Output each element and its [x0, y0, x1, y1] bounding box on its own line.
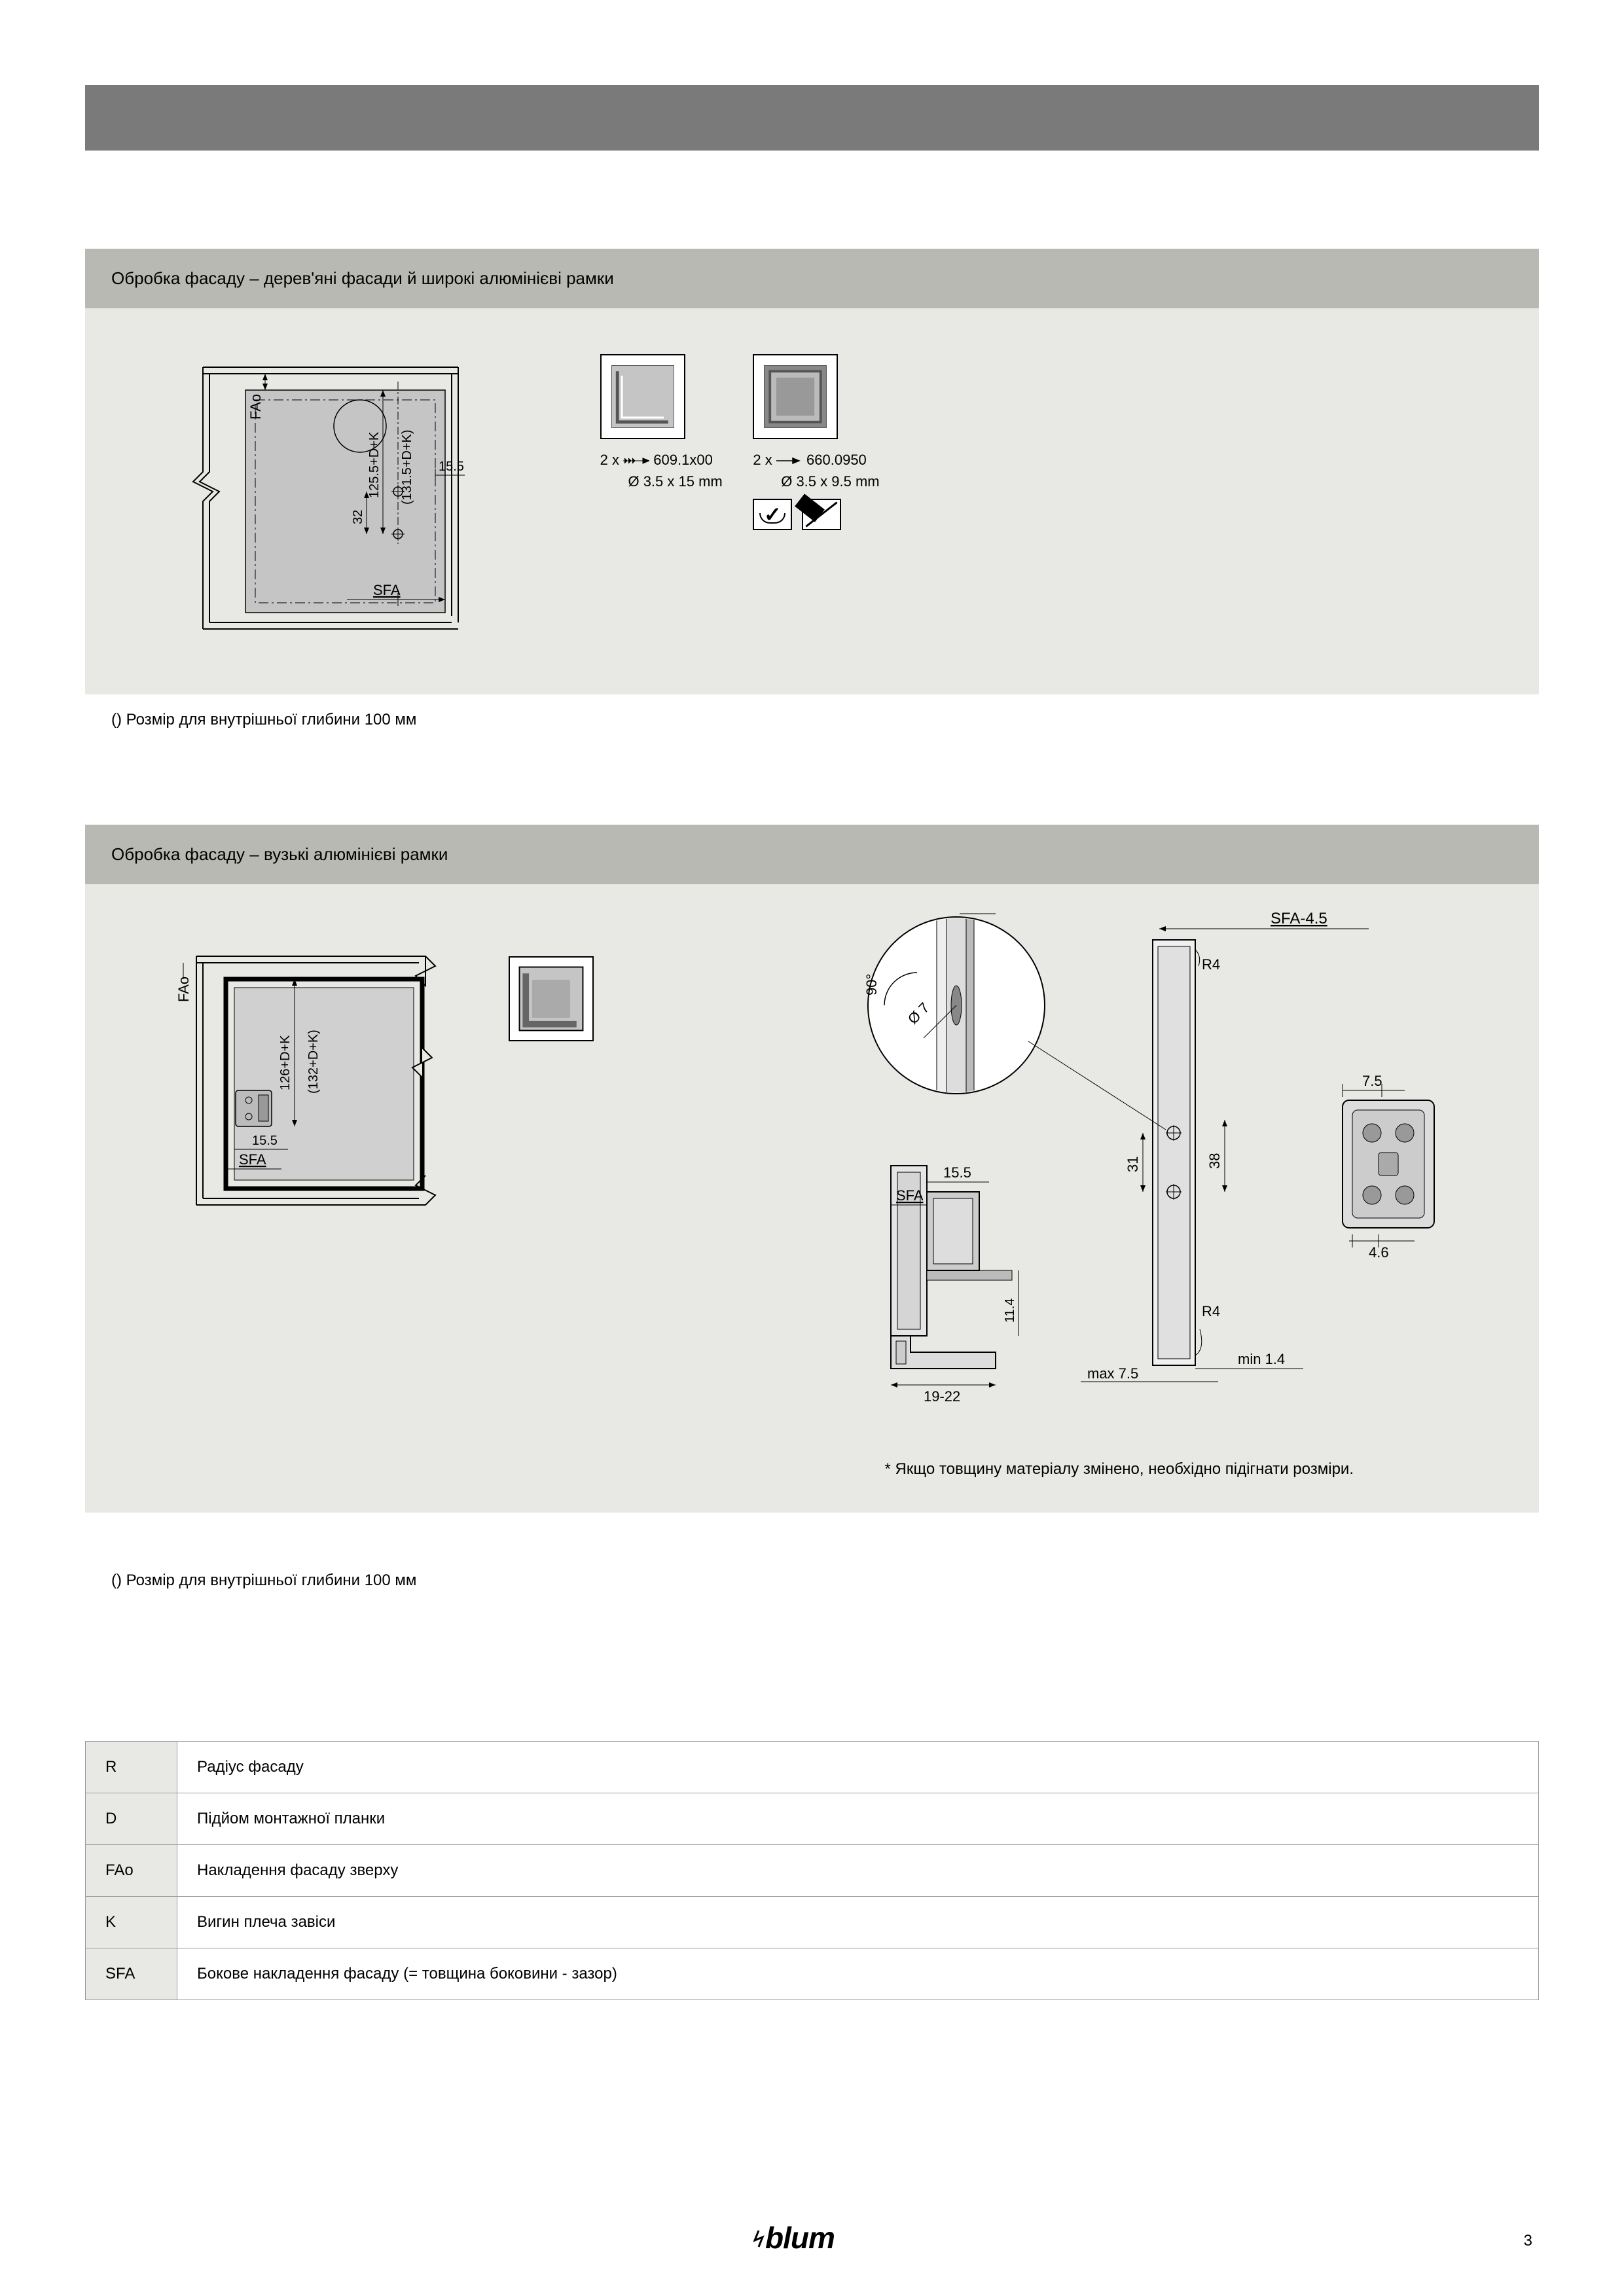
svg-text:15.5: 15.5: [943, 1164, 971, 1181]
legend-table: R Радіус фасаду D Підйом монтажної планк…: [85, 1741, 1539, 2000]
no-drill-icon: [802, 499, 841, 530]
legend-key: FAo: [86, 1845, 177, 1897]
svg-text:90°: 90°: [863, 974, 880, 996]
svg-text:7.5: 7.5: [1362, 1073, 1382, 1089]
svg-text:31: 31: [1125, 1157, 1141, 1172]
section2-title: Обробка фасаду – вузькі алюмінієві рамки: [85, 825, 1539, 884]
product-1-spec: Ø 3.5 x 15 mm: [628, 473, 722, 490]
product-2-qty: 2 x: [753, 452, 772, 468]
manual-ok-icon: [753, 499, 792, 530]
legend-val: Вигин плеча завіси: [177, 1897, 1539, 1948]
svg-text:R4: R4: [1202, 1303, 1220, 1319]
section2-footnote: * Якщо товщину матеріалу змінено, необхі…: [885, 1460, 1354, 1479]
section-narrow-aluminium: Обробка фасаду – вузькі алюмінієві рамки: [85, 825, 1539, 1590]
product-1-qty: 2 x: [600, 452, 619, 468]
blum-logo: blum: [753, 2218, 871, 2255]
legend-val: Підйом монтажної планки: [177, 1793, 1539, 1845]
product-2-code: 660.0950: [806, 452, 867, 468]
svg-text:SFA: SFA: [373, 582, 401, 598]
product-1: 2 x 609.1x00 Ø 3.5 x 15 mm: [600, 354, 723, 492]
legend-key: SFA: [86, 1948, 177, 2000]
table-row: D Підйом монтажної планки: [86, 1793, 1539, 1845]
products-row: 2 x 609.1x00 Ø 3.5 x 15 mm 2 x: [600, 354, 906, 535]
legend-key: D: [86, 1793, 177, 1845]
svg-text:FAo: FAo: [247, 394, 264, 420]
footer: blum: [0, 2217, 1624, 2257]
svg-text:min 1.4: min 1.4: [1238, 1351, 1285, 1367]
section-wood-facades: Обробка фасаду – дерев'яні фасади й широ…: [85, 249, 1539, 729]
product-2-spec: Ø 3.5 x 9.5 mm: [781, 473, 879, 490]
table-row: FAo Накладення фасаду зверху: [86, 1845, 1539, 1897]
table-row: K Вигин плеча завіси: [86, 1897, 1539, 1948]
svg-text:R4: R4: [1202, 956, 1220, 973]
svg-text:125.5+D+K: 125.5+D+K: [367, 431, 382, 498]
svg-text:11.4: 11.4: [1003, 1299, 1017, 1323]
svg-text:15.5: 15.5: [439, 459, 464, 474]
svg-text:SFA: SFA: [896, 1187, 924, 1204]
svg-text:38: 38: [1206, 1153, 1223, 1169]
section1-title: Обробка фасаду – дерев'яні фасади й широ…: [85, 249, 1539, 308]
svg-text:SFA-4.5: SFA-4.5: [1271, 910, 1327, 927]
product-2-thumb: [753, 354, 838, 439]
section1-note: () Розмір для внутрішньої глибини 100 мм: [111, 711, 1539, 729]
section2-body: FAo 126+D+K (132+D+K) 15.5 SFA: [85, 884, 1539, 1513]
legend-val: Радіус фасаду: [177, 1742, 1539, 1793]
diagram-narrow-right: 1.1* 90° Ø 7 SFA-4.5 R4: [845, 910, 1500, 1447]
svg-text:(132+D+K): (132+D+K): [306, 1030, 321, 1094]
table-row: SFA Бокове накладення фасаду (= товщина …: [86, 1948, 1539, 2000]
legend-key: R: [86, 1742, 177, 1793]
svg-text:32: 32: [351, 510, 365, 524]
icon-row: [753, 499, 879, 535]
alu-profile-thumb: [509, 956, 594, 1051]
diagram-facade-wood: FAo 125.5+D+K (131.5+D+K) 32 15.5: [164, 341, 478, 649]
svg-text:max 7.5: max 7.5: [1087, 1365, 1138, 1382]
section1-body: FAo 125.5+D+K (131.5+D+K) 32 15.5: [85, 308, 1539, 694]
screw-icon: [623, 457, 649, 465]
svg-text:1.1*: 1.1*: [966, 910, 992, 914]
product-1-thumb: [600, 354, 685, 439]
svg-text:FAo: FAo: [175, 977, 192, 1002]
product-1-code: 609.1x00: [653, 452, 713, 468]
table-row: R Радіус фасаду: [86, 1742, 1539, 1793]
legend-val: Накладення фасаду зверху: [177, 1845, 1539, 1897]
svg-text:15.5: 15.5: [252, 1134, 278, 1148]
section2-note: () Розмір для внутрішньої глибини 100 мм: [111, 1571, 1539, 1590]
svg-text:SFA: SFA: [239, 1151, 266, 1168]
product-2: 2 x 660.0950 Ø 3.5 x 9.5 mm: [753, 354, 879, 535]
page-number: 3: [1524, 2232, 1532, 2250]
top-bar: [85, 85, 1539, 151]
svg-text:126+D+K: 126+D+K: [278, 1035, 293, 1090]
legend-val: Бокове накладення фасаду (= товщина боко…: [177, 1948, 1539, 2000]
svg-text:19-22: 19-22: [924, 1388, 960, 1405]
legend-key: K: [86, 1897, 177, 1948]
svg-text:(131.5+D+K): (131.5+D+K): [400, 429, 414, 505]
screw-icon: [776, 457, 803, 465]
diagram-narrow-left: FAo 126+D+K (132+D+K) 15.5 SFA: [151, 917, 452, 1218]
svg-text:blum: blum: [765, 2221, 835, 2255]
